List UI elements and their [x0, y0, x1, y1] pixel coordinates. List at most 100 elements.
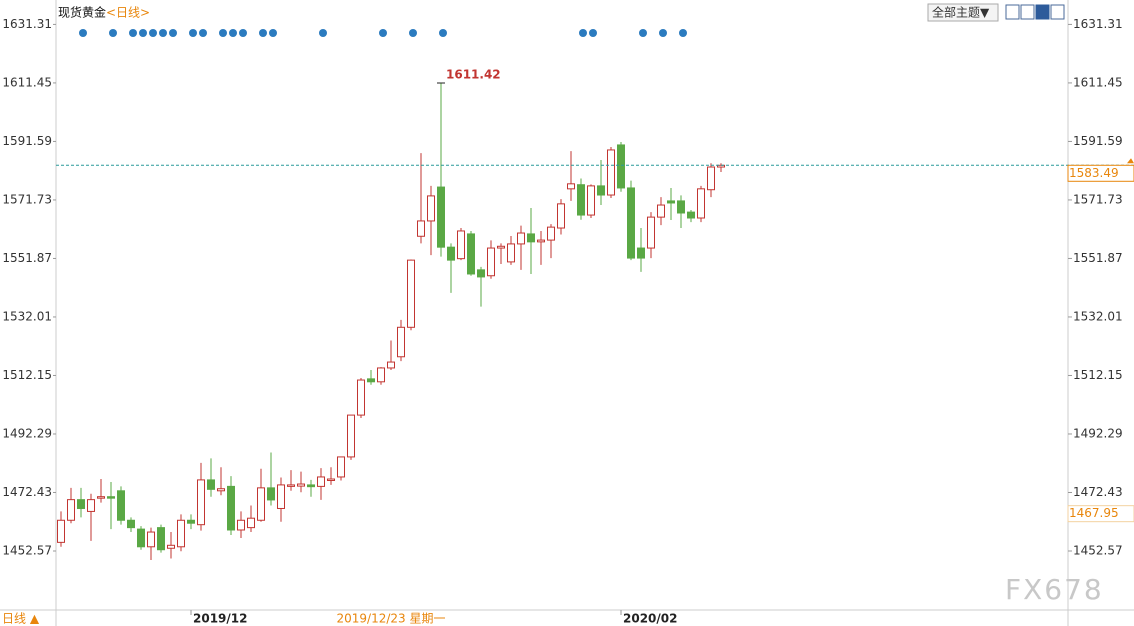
y-tick-label: 1492.29 — [2, 426, 52, 440]
y-tick-label-right: 1532.01 — [1073, 309, 1123, 323]
crosshair-label: 2019/12/23 星期一 — [337, 612, 446, 626]
x-tick-label: 2020/02 — [623, 612, 677, 626]
candle-body — [387, 361, 395, 369]
event-dot — [159, 29, 167, 37]
theme-button[interactable] — [927, 3, 999, 22]
candle-body — [687, 211, 695, 219]
y-tick-label-right: 1571.73 — [1073, 192, 1123, 206]
y-tick-label: 1512.15 — [2, 368, 52, 382]
candle-body — [257, 487, 265, 521]
period-label[interactable]: <日线> — [106, 6, 150, 20]
event-dot — [589, 29, 597, 37]
candle-body — [547, 226, 555, 241]
y-tick-label: 1591.59 — [2, 134, 52, 148]
candle-body — [427, 195, 435, 222]
candle-body — [187, 519, 195, 524]
candle-body — [627, 187, 635, 259]
candle-body — [647, 216, 655, 249]
candle-body — [377, 367, 385, 383]
event-dot — [139, 29, 147, 37]
candle-body — [467, 233, 475, 275]
event-dot — [409, 29, 417, 37]
candle-body — [397, 326, 405, 358]
event-dot — [79, 29, 87, 37]
y-tick-label-right: 1631.31 — [1073, 17, 1123, 31]
event-dot — [109, 29, 117, 37]
candle-body — [597, 185, 605, 196]
tool-icon[interactable] — [1020, 4, 1035, 20]
candle-body — [297, 483, 305, 487]
candle-body — [487, 247, 495, 277]
event-dot — [239, 29, 247, 37]
candle-body — [587, 185, 595, 216]
tool-icon[interactable] — [1005, 4, 1020, 20]
candle-body — [347, 414, 355, 458]
candle-body — [657, 204, 665, 218]
candle-body — [367, 378, 375, 383]
candle-body — [67, 499, 75, 521]
candle-body — [337, 456, 345, 478]
candle-body — [77, 499, 85, 509]
last-price-arrow — [1127, 158, 1134, 164]
candle-body — [577, 184, 585, 216]
event-dot — [319, 29, 327, 37]
candle-body — [447, 246, 455, 261]
tool-icon[interactable] — [1050, 4, 1065, 20]
event-dot — [439, 29, 447, 37]
candle-body — [237, 519, 245, 531]
candle-body — [287, 484, 295, 487]
candle-body — [317, 476, 325, 487]
event-dot — [659, 29, 667, 37]
candle-body — [107, 496, 115, 499]
low-marker-box — [1067, 505, 1134, 523]
candle-body — [207, 479, 215, 490]
event-dot — [199, 29, 207, 37]
chart-title: 现货黄金 — [58, 5, 106, 20]
y-tick-label-right: 1611.45 — [1073, 75, 1123, 89]
candle-body — [327, 478, 335, 481]
y-tick-label: 1611.45 — [2, 75, 52, 89]
candle-body — [417, 220, 425, 237]
candle-body — [607, 149, 615, 196]
y-tick-label: 1452.57 — [2, 543, 52, 557]
y-tick-label-right: 1551.87 — [1073, 251, 1123, 265]
event-dot — [129, 29, 137, 37]
event-dot — [189, 29, 197, 37]
event-dot — [149, 29, 157, 37]
candle-body — [527, 233, 535, 243]
candle-body — [477, 269, 485, 278]
candle-body — [677, 200, 685, 214]
candle-body — [147, 531, 155, 548]
theme-button-label[interactable]: 全部主题▼ — [932, 5, 990, 20]
candle-body — [227, 485, 235, 531]
candle-body — [537, 239, 545, 243]
candle-body — [617, 144, 625, 189]
candle-body — [567, 183, 575, 190]
y-tick-label: 1551.87 — [2, 251, 52, 265]
tool-icon[interactable] — [1035, 4, 1050, 20]
candle-body — [407, 259, 415, 328]
footer-period[interactable]: 日线 ▲ — [2, 612, 40, 626]
candle-body — [637, 247, 645, 259]
candle-body — [707, 166, 715, 191]
event-dot — [229, 29, 237, 37]
event-dot — [379, 29, 387, 37]
candle-body — [437, 186, 445, 248]
event-dot — [639, 29, 647, 37]
y-tick-label-right: 1591.59 — [1073, 134, 1123, 148]
candle-body — [87, 499, 95, 512]
candle-body — [497, 245, 505, 249]
candle-body — [667, 200, 675, 204]
y-tick-label-right: 1452.57 — [1073, 543, 1123, 557]
last-price-label: 1583.49 — [1069, 166, 1119, 180]
candle-body — [267, 487, 275, 501]
candle-body — [157, 527, 165, 551]
event-dot — [679, 29, 687, 37]
candle-body — [97, 496, 105, 499]
low-marker-label: 1467.95 — [1069, 506, 1119, 520]
candle-body — [217, 488, 225, 492]
candle-body — [277, 484, 285, 509]
candle-body — [127, 519, 135, 529]
candle-body — [457, 230, 465, 260]
max-label: 1611.42 — [446, 68, 501, 82]
